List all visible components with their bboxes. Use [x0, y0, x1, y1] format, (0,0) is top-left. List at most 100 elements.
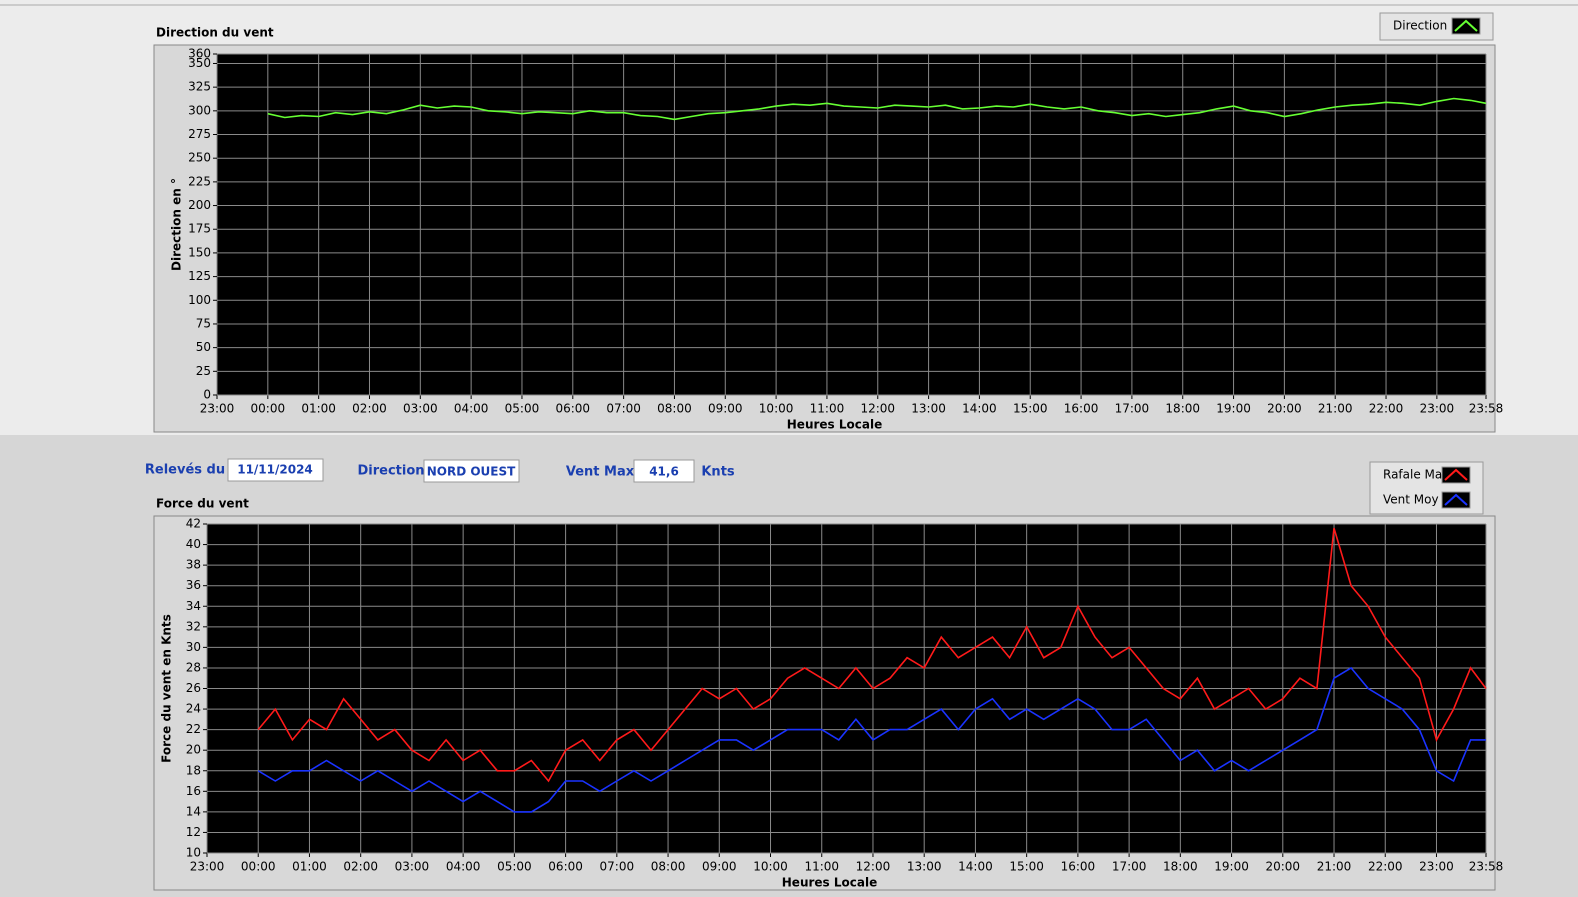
x-tick-label: 11:00 [810, 402, 845, 416]
max-value: 41,6 [649, 465, 679, 479]
direction-value: NORD OUEST [427, 465, 516, 479]
y-tick-label: 300 [188, 103, 211, 117]
legend-swatch [1441, 466, 1471, 484]
direction-field[interactable] [423, 459, 520, 483]
y-tick-label: 34 [186, 599, 201, 613]
x-tick-label: 23:00 [190, 860, 225, 874]
data-line [257, 666, 1486, 813]
x-tick-label: 07:00 [600, 860, 635, 874]
legend-line [1444, 493, 1468, 506]
x-tick-label: 14:00 [962, 402, 997, 416]
y-tick-label: 100 [188, 293, 211, 307]
y-axis-label: Direction en ° [170, 178, 184, 271]
x-tick-label: 22:00 [1368, 860, 1403, 874]
x-tick-label: 00:00 [251, 402, 286, 416]
y-tick-label: 325 [188, 80, 211, 94]
x-tick-label: 01:00 [301, 402, 336, 416]
y-tick-label: 275 [188, 127, 211, 141]
legend-line [1444, 468, 1468, 481]
x-tick-label: 01:00 [292, 860, 327, 874]
date-label: Relevés du [145, 463, 225, 478]
x-tick-label: 15:00 [1013, 402, 1048, 416]
x-tick-label: 15:00 [1009, 860, 1044, 874]
x-tick-label: 16:00 [1061, 860, 1096, 874]
legend-label: Direction [1393, 19, 1447, 33]
y-tick-label: 32 [186, 619, 201, 633]
y-tick-label: 10 [186, 846, 201, 860]
y-tick-label: 40 [186, 537, 201, 551]
y-tick-label: 250 [188, 151, 211, 165]
y-tick-label: 28 [186, 660, 201, 674]
x-tick-label: 17:00 [1112, 860, 1147, 874]
y-tick-label: 75 [196, 316, 211, 330]
x-tick-label: 18:00 [1163, 860, 1198, 874]
x-tick-label: 02:00 [352, 402, 387, 416]
legend-swatch [1451, 17, 1481, 35]
y-tick-label: 12 [186, 825, 201, 839]
y-tick-label: 175 [188, 222, 211, 236]
data-line [257, 527, 1487, 783]
chart-title: Direction du vent [156, 26, 274, 40]
x-tick-label: 06:00 [555, 402, 590, 416]
x-tick-label: 02:00 [343, 860, 378, 874]
x-tick-label: 19:00 [1216, 402, 1251, 416]
y-tick-label: 22 [186, 722, 201, 736]
x-tick-label: 09:00 [708, 402, 743, 416]
y-tick-label: 0 [203, 388, 211, 402]
x-axis-label: Heures Locale [787, 418, 882, 432]
x-tick-label: 04:00 [454, 402, 489, 416]
y-tick-label: 18 [186, 763, 201, 777]
legend-line [1454, 19, 1478, 32]
x-tick-label: 08:00 [657, 402, 692, 416]
data-line [267, 97, 1487, 121]
x-tick-label: 03:00 [395, 860, 430, 874]
x-tick-label: 23:58 [1469, 402, 1504, 416]
y-tick-label: 50 [196, 340, 211, 354]
x-tick-label: 20:00 [1267, 402, 1302, 416]
x-tick-label: 11:00 [804, 860, 839, 874]
y-tick-label: 350 [188, 56, 211, 70]
x-tick-label: 17:00 [1115, 402, 1150, 416]
x-tick-label: 13:00 [907, 860, 942, 874]
x-tick-label: 05:00 [497, 860, 532, 874]
max-unit: Knts [701, 465, 735, 480]
y-axis-label: Force du vent en Knts [160, 614, 174, 763]
x-tick-label: 13:00 [911, 402, 946, 416]
x-tick-label: 00:00 [241, 860, 276, 874]
x-tick-label: 22:00 [1369, 402, 1404, 416]
legend-swatch [1441, 491, 1471, 509]
legend-label: Rafale Max [1383, 468, 1449, 482]
y-tick-label: 30 [186, 640, 201, 654]
chart-title: Force du vent [156, 497, 249, 511]
y-tick-label: 24 [186, 702, 201, 716]
x-tick-label: 23:58 [1469, 860, 1504, 874]
y-tick-label: 16 [186, 784, 201, 798]
direction-label: Direction [357, 464, 424, 479]
x-tick-label: 12:00 [860, 402, 895, 416]
y-tick-label: 14 [186, 804, 201, 818]
x-tick-label: 14:00 [958, 860, 993, 874]
y-tick-label: 150 [188, 245, 211, 259]
x-tick-label: 18:00 [1165, 402, 1200, 416]
y-tick-label: 26 [186, 681, 201, 695]
date-field[interactable] [227, 458, 324, 482]
x-axis-label: Heures Locale [782, 876, 877, 890]
y-tick-label: 225 [188, 174, 211, 188]
x-tick-label: 08:00 [651, 860, 686, 874]
y-tick-label: 360 [188, 47, 211, 61]
y-tick-label: 125 [188, 269, 211, 283]
plot-area [217, 54, 1486, 395]
x-tick-label: 12:00 [856, 860, 891, 874]
x-tick-label: 23:00 [1419, 860, 1454, 874]
x-tick-label: 09:00 [702, 860, 737, 874]
x-tick-label: 21:00 [1317, 860, 1352, 874]
y-tick-label: 36 [186, 578, 201, 592]
x-tick-label: 23:00 [1420, 402, 1455, 416]
legend-label: Vent Moy [1383, 493, 1439, 507]
x-tick-label: 10:00 [753, 860, 788, 874]
max-field[interactable] [633, 459, 695, 483]
y-tick-label: 20 [186, 743, 201, 757]
y-tick-label: 42 [186, 517, 201, 531]
